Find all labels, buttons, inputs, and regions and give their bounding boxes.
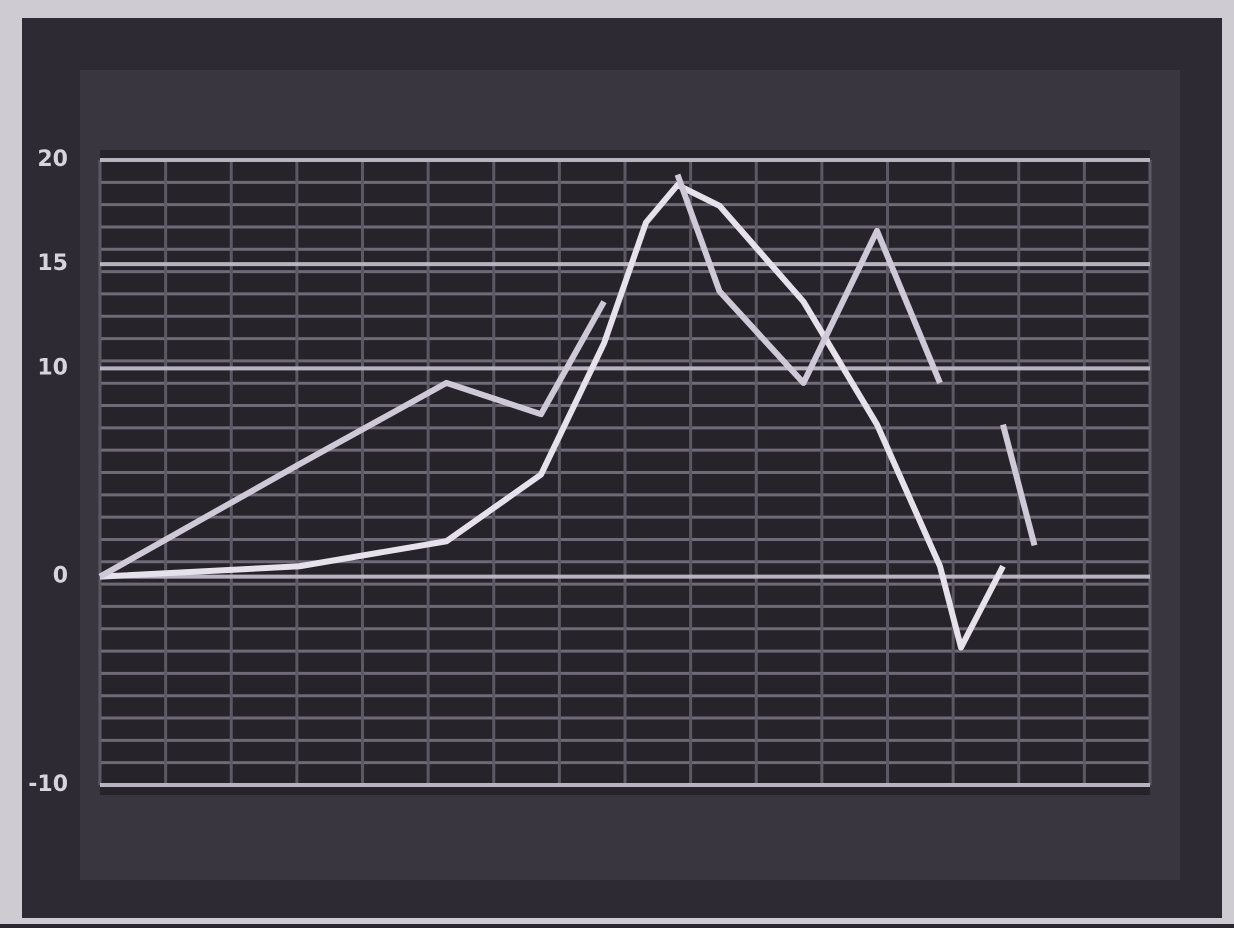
y-tick-label: 10 xyxy=(37,355,68,380)
data-line xyxy=(1000,423,1038,547)
y-tick-label: 15 xyxy=(37,251,68,276)
data-line xyxy=(674,173,943,386)
y-tick-label: 0 xyxy=(53,564,68,589)
y-tick-label: -10 xyxy=(28,772,68,797)
data-line xyxy=(98,300,607,580)
y-tick-label: 20 xyxy=(37,147,68,172)
data-line xyxy=(99,182,1006,651)
